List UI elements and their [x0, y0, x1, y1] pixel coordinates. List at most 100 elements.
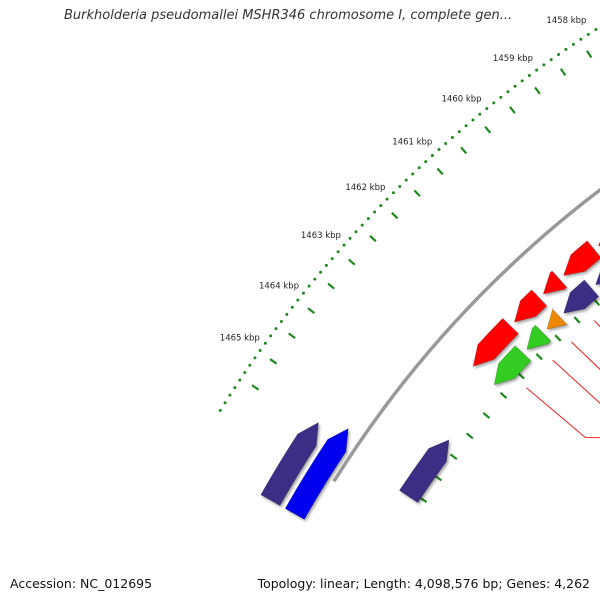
- tick-label: 1463 kbp: [301, 231, 341, 241]
- tick-dot: [430, 154, 434, 158]
- tick-dot: [228, 393, 232, 397]
- tick-dot: [457, 130, 461, 134]
- gene-label-line: [552, 359, 600, 404]
- tick-label: 1462 kbp: [345, 183, 385, 193]
- tick-dot: [492, 101, 496, 105]
- cds-feature: [472, 317, 519, 367]
- tick-dash: [419, 496, 428, 503]
- tick-label: 1458 kbp: [546, 16, 586, 26]
- tick-label: 1459 kbp: [493, 54, 533, 64]
- tick-dashes: [251, 50, 600, 503]
- tick-dot: [379, 204, 383, 208]
- tick-dot: [336, 250, 340, 254]
- gene-label-line: [570, 341, 600, 371]
- tick-dot: [269, 334, 273, 338]
- tick-dot: [366, 217, 370, 221]
- tick-dash: [449, 453, 458, 461]
- tick-dot: [527, 73, 531, 77]
- tick-dash: [482, 412, 491, 419]
- tick-dot: [313, 277, 317, 281]
- tick-dot: [485, 107, 489, 111]
- tick-dot: [478, 112, 482, 116]
- tick-dot: [564, 47, 568, 51]
- tick-label: 1460 kbp: [442, 94, 482, 104]
- tick-dash: [413, 189, 421, 197]
- gene-feature: [399, 439, 450, 503]
- backbone: [332, 187, 600, 483]
- tick-dash: [307, 307, 316, 315]
- tick-dot: [549, 58, 553, 62]
- gene-label-line: [526, 387, 600, 439]
- tick-dot: [290, 305, 294, 309]
- tick-dot: [557, 52, 561, 56]
- tick-dot: [535, 68, 539, 72]
- tick-dot: [411, 172, 415, 176]
- tick-dot: [342, 243, 346, 247]
- tick-dot: [520, 79, 524, 83]
- tick-dash: [391, 212, 399, 220]
- tick-dot: [542, 63, 546, 67]
- gene-label-line: [593, 320, 600, 328]
- gene-feature: [284, 428, 349, 520]
- tick-dash: [465, 432, 474, 440]
- tick-dot: [285, 312, 289, 316]
- tick-dot: [437, 147, 441, 151]
- tick-dash: [460, 146, 468, 155]
- tick-dot: [243, 371, 247, 375]
- gene-phoU: [546, 307, 569, 330]
- cds-feature: [542, 270, 568, 295]
- gene-pstB: [563, 279, 600, 314]
- tick-dot: [571, 42, 575, 46]
- tick-dot: [424, 160, 428, 164]
- tick-dot: [471, 118, 475, 122]
- tick-label: 1461 kbp: [392, 137, 432, 147]
- tick-dash: [573, 316, 581, 324]
- gene-feature: [260, 422, 319, 506]
- tick-dot: [506, 90, 510, 94]
- tick-dot: [450, 136, 454, 140]
- tick-dash: [499, 391, 508, 399]
- tick-label: 1465 kbp: [220, 334, 260, 344]
- tick-dot: [348, 236, 352, 240]
- tick-dash: [509, 106, 516, 114]
- tick-dot: [218, 408, 222, 412]
- tick-dot: [373, 210, 377, 214]
- tick-dot: [253, 356, 257, 360]
- tick-dash: [369, 235, 377, 243]
- tick-dash: [434, 474, 443, 482]
- tick-dash: [534, 86, 541, 95]
- tick-dash: [586, 50, 593, 59]
- map-title: Burkholderia pseudomallei MSHR346 chromo…: [64, 8, 513, 23]
- feature-track: [260, 240, 600, 520]
- tick-dash: [593, 298, 600, 307]
- tick-dot: [258, 348, 262, 352]
- tick-dot: [319, 270, 323, 274]
- tick-dot: [586, 32, 590, 36]
- tick-dot: [513, 84, 517, 88]
- tick-dot: [417, 166, 421, 170]
- cds-feature: [563, 240, 600, 276]
- tick-dot: [223, 401, 227, 405]
- tick-dot: [391, 191, 395, 195]
- tick-dash: [436, 167, 444, 176]
- tick-dot: [398, 184, 402, 188]
- tick-dot: [263, 341, 267, 345]
- tick-dot: [499, 95, 503, 99]
- tick-dot: [233, 386, 237, 390]
- tick-dot: [296, 298, 300, 302]
- tick-dot: [464, 124, 468, 128]
- tick-dot: [385, 197, 389, 201]
- tick-dash: [251, 384, 260, 391]
- gene-pstA: [595, 271, 600, 286]
- accession-text: Accession: NC_012695: [10, 576, 153, 591]
- tick-label: 1464 kbp: [259, 281, 299, 291]
- tick-dash: [288, 332, 296, 340]
- tick-dot: [307, 284, 311, 288]
- tick-dash: [559, 68, 567, 76]
- tick-dot: [248, 363, 252, 367]
- tick-dash: [554, 334, 562, 342]
- gene-label-lines: [526, 320, 600, 439]
